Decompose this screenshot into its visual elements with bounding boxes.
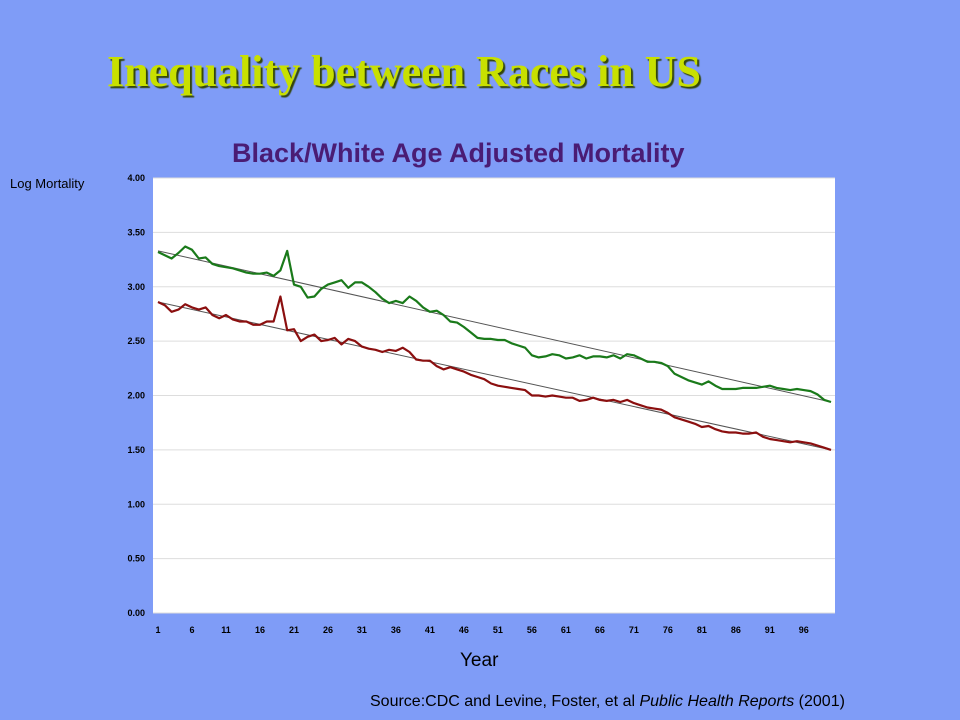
x-tick-label: 36 xyxy=(391,625,401,635)
series-line-lower xyxy=(157,295,832,451)
source-prefix: Source:CDC and Levine, Foster, et al xyxy=(370,693,640,710)
x-tick-label: 46 xyxy=(459,625,469,635)
x-tick-label: 31 xyxy=(357,625,367,635)
y-tick-label: 3.50 xyxy=(127,227,145,237)
chart-title: Black/White Age Adjusted Mortality xyxy=(232,138,685,168)
y-axis-label: Log Mortality xyxy=(10,176,85,191)
trend-line xyxy=(157,301,832,451)
x-tick-label: 91 xyxy=(765,625,775,635)
x-axis-label: Year xyxy=(460,650,499,671)
x-tick-label: 16 xyxy=(255,625,265,635)
y-tick-label: 4.00 xyxy=(127,173,145,183)
y-tick-label: 0.00 xyxy=(127,608,145,618)
y-tick-label: 0.50 xyxy=(127,554,145,564)
x-tick-label: 76 xyxy=(663,625,673,635)
y-tick-label: 2.50 xyxy=(127,336,145,346)
y-tick-label: 1.50 xyxy=(127,445,145,455)
x-tick-label: 96 xyxy=(799,625,809,635)
x-tick-label: 6 xyxy=(189,625,194,635)
x-tick-label: 71 xyxy=(629,625,639,635)
x-tick-label: 1 xyxy=(155,625,160,635)
y-tick-label: 3.00 xyxy=(127,282,145,292)
source-citation: Source:CDC and Levine, Foster, et al Pub… xyxy=(370,693,845,711)
y-tick-label: 1.00 xyxy=(127,499,145,509)
series-line-upper xyxy=(157,245,832,404)
x-tick-label: 66 xyxy=(595,625,605,635)
x-tick-label: 11 xyxy=(221,625,231,635)
slide-title: Inequality between Races in US xyxy=(107,47,702,96)
y-tick-label: 2.00 xyxy=(127,391,145,401)
trend-line xyxy=(157,250,832,403)
x-tick-label: 51 xyxy=(493,625,503,635)
source-journal: Public Health Reports xyxy=(639,693,795,710)
x-tick-label: 21 xyxy=(289,625,299,635)
x-tick-label: 26 xyxy=(323,625,333,635)
source-suffix: (2001) xyxy=(794,693,845,710)
x-tick-label: 81 xyxy=(697,625,707,635)
x-tick-label: 56 xyxy=(527,625,537,635)
x-tick-label: 41 xyxy=(425,625,435,635)
x-tick-label: 61 xyxy=(561,625,571,635)
x-tick-label: 86 xyxy=(731,625,741,635)
